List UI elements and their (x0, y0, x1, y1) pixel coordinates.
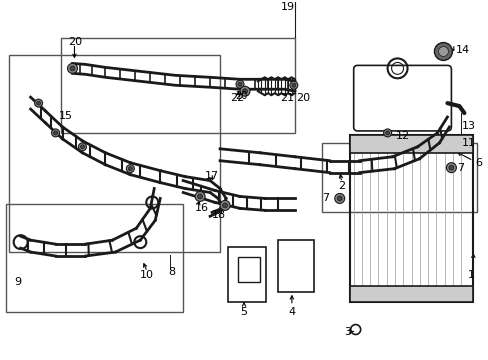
Circle shape (240, 86, 249, 96)
Text: 20: 20 (235, 91, 247, 101)
Bar (227, 247, 265, 302)
Circle shape (446, 163, 455, 173)
Circle shape (126, 165, 134, 173)
Circle shape (242, 89, 247, 94)
Text: 11: 11 (461, 138, 474, 148)
Circle shape (67, 63, 77, 73)
Text: 6: 6 (474, 158, 481, 168)
Circle shape (53, 131, 58, 135)
Circle shape (385, 131, 389, 135)
Circle shape (438, 46, 447, 57)
Text: 4: 4 (288, 307, 295, 317)
Bar (349, 286, 472, 302)
Circle shape (81, 145, 84, 149)
Text: 20: 20 (68, 37, 82, 46)
Circle shape (448, 165, 453, 170)
Text: 20: 20 (295, 93, 309, 103)
Text: 3: 3 (343, 327, 350, 337)
Circle shape (291, 83, 295, 87)
Text: 2: 2 (337, 180, 344, 190)
Bar (6, 204, 183, 312)
Circle shape (51, 129, 60, 137)
Text: 1: 1 (467, 270, 473, 280)
Bar (349, 135, 472, 153)
Bar (238, 257, 260, 282)
Circle shape (78, 143, 86, 151)
Circle shape (197, 194, 202, 199)
Bar (277, 240, 313, 292)
Text: 17: 17 (204, 171, 219, 181)
Text: 8: 8 (168, 267, 175, 277)
Text: 10: 10 (140, 270, 154, 280)
Text: 19: 19 (280, 2, 294, 12)
Bar (9, 55, 220, 252)
Bar (61, 37, 294, 133)
Circle shape (238, 82, 242, 86)
Text: 21: 21 (279, 93, 293, 103)
Text: 5: 5 (240, 307, 247, 317)
Circle shape (35, 99, 42, 107)
Text: 15: 15 (59, 111, 72, 121)
Text: 16: 16 (195, 203, 209, 213)
Circle shape (195, 192, 204, 202)
Bar (321, 143, 476, 212)
Text: 7: 7 (456, 163, 464, 173)
Circle shape (337, 196, 342, 201)
Text: 14: 14 (454, 45, 468, 54)
Circle shape (236, 80, 244, 88)
Text: 9: 9 (15, 277, 22, 287)
Text: 12: 12 (395, 131, 409, 141)
Circle shape (220, 201, 229, 210)
Text: 7: 7 (321, 193, 328, 203)
Circle shape (383, 129, 391, 137)
Circle shape (334, 193, 344, 203)
Circle shape (70, 66, 75, 71)
Circle shape (222, 203, 227, 208)
Text: 13: 13 (461, 121, 474, 131)
Circle shape (128, 167, 132, 171)
Text: 18: 18 (212, 210, 226, 220)
Circle shape (289, 81, 297, 89)
Text: 22: 22 (229, 93, 244, 103)
Bar (349, 135, 472, 302)
Circle shape (37, 101, 41, 105)
Circle shape (433, 42, 451, 60)
